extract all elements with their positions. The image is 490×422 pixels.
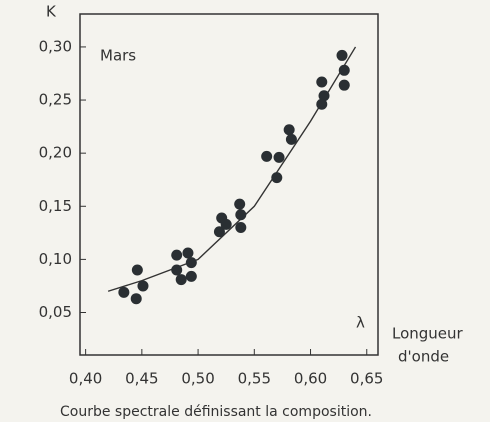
x-symbol: λ: [356, 314, 365, 332]
data-point: [175, 274, 187, 286]
data-point: [118, 286, 130, 298]
y-tick-label: 0,15: [39, 197, 72, 215]
data-point: [185, 257, 197, 269]
y-tick-label: 0,30: [39, 37, 72, 55]
data-point: [271, 172, 283, 184]
data-point: [283, 124, 295, 136]
data-point: [285, 133, 297, 145]
data-point: [235, 209, 247, 221]
data-point: [137, 280, 149, 292]
data-point: [182, 247, 194, 259]
x-tick-label: 0,45: [125, 370, 158, 388]
data-point: [130, 293, 142, 305]
trend-curve: [107, 46, 357, 292]
x-axis-label: d'onde: [398, 348, 449, 366]
y-tick-label: 0,25: [39, 91, 72, 109]
y-axis-label: K: [46, 3, 57, 21]
x-tick-label: 0,65: [350, 370, 383, 388]
data-point: [338, 64, 350, 76]
data-point: [261, 150, 273, 162]
x-tick-label: 0,55: [238, 370, 271, 388]
data-point: [318, 90, 330, 102]
data-point: [316, 98, 328, 110]
chart-title: Mars: [100, 47, 136, 65]
y-tick-label: 0,10: [39, 250, 72, 268]
data-point: [171, 264, 183, 276]
x-tick-label: 0,60: [294, 370, 327, 388]
data-point: [273, 151, 285, 163]
data-point: [235, 222, 247, 234]
x-tick-label: 0,40: [69, 370, 102, 388]
y-tick-label: 0,20: [39, 144, 72, 162]
data-point: [213, 226, 225, 238]
data-point: [185, 270, 197, 282]
data-point: [131, 264, 143, 276]
x-axis-label: Longueur: [392, 325, 464, 343]
y-tick-label: 0,05: [39, 303, 72, 321]
data-point: [338, 79, 350, 91]
caption: Courbe spectrale définissant la composit…: [60, 404, 372, 420]
plot-frame: [79, 13, 379, 356]
data-point: [234, 198, 246, 210]
data-point: [220, 218, 232, 230]
data-point: [171, 249, 183, 261]
data-point: [316, 76, 328, 88]
data-point: [336, 49, 348, 61]
x-tick-label: 0,50: [181, 370, 214, 388]
